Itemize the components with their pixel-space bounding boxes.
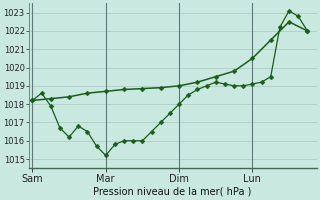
X-axis label: Pression niveau de la mer( hPa ): Pression niveau de la mer( hPa ) — [93, 187, 252, 197]
